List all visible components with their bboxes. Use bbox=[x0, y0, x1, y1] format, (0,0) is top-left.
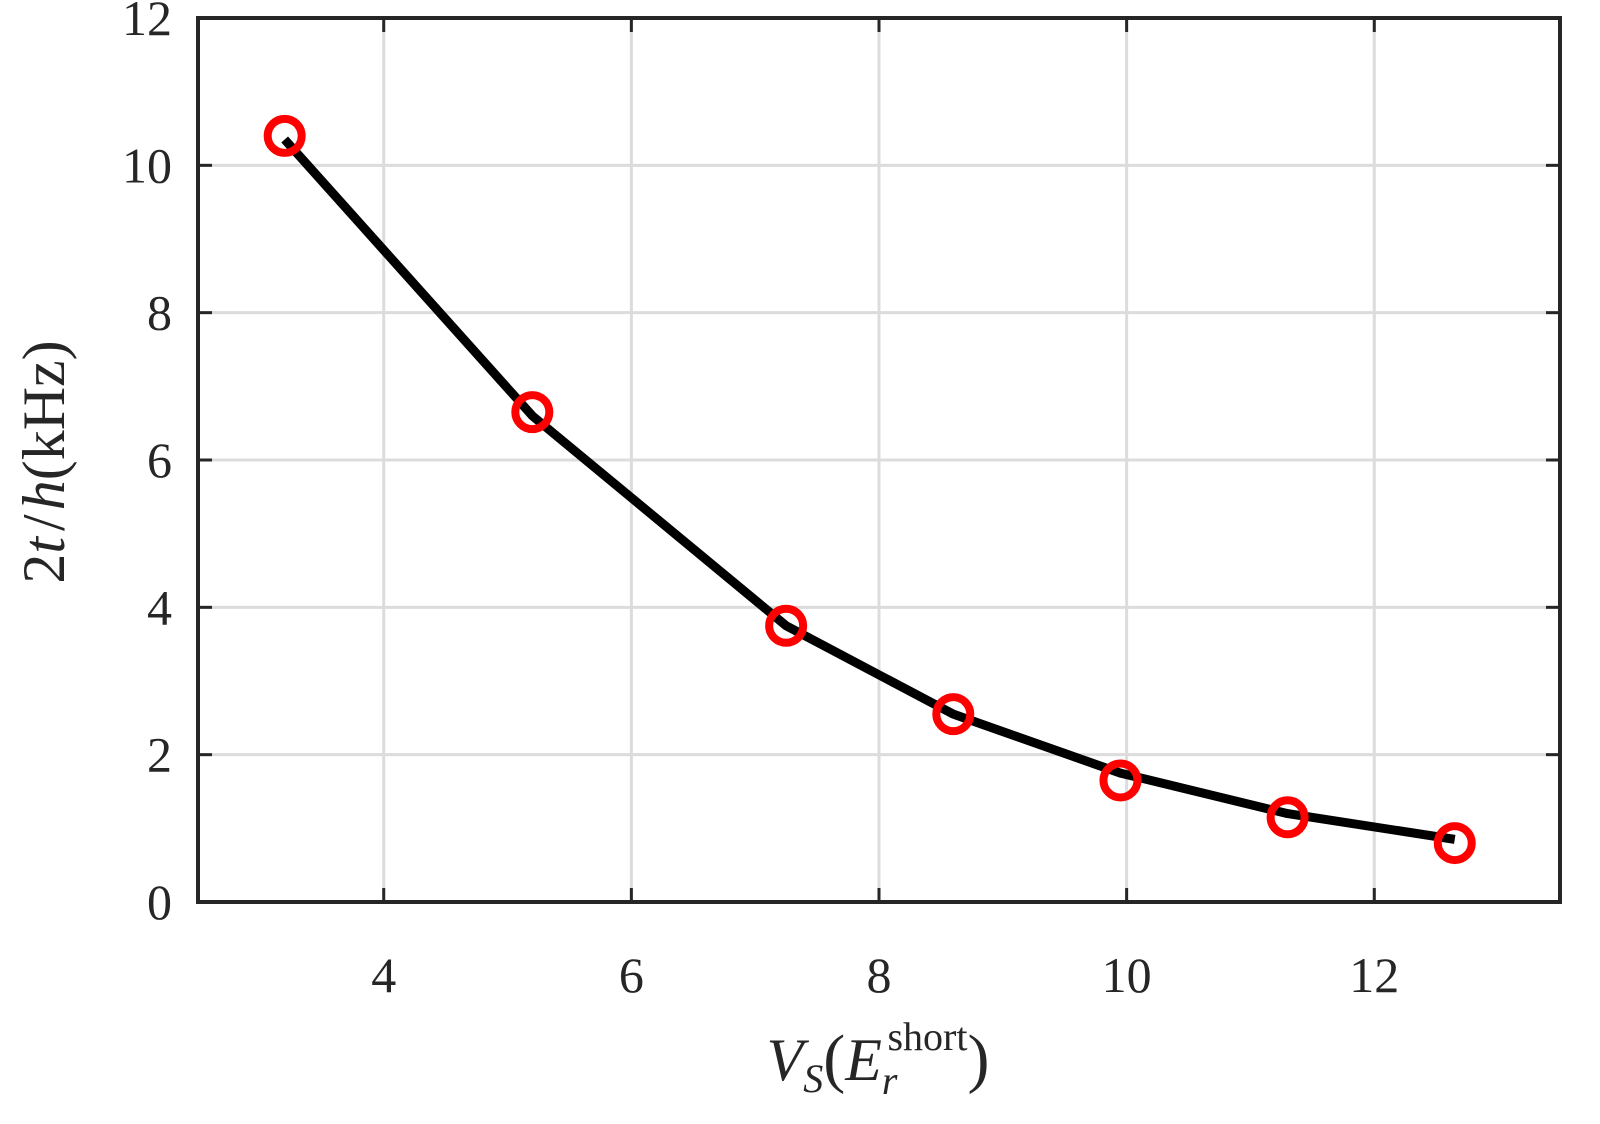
x-label-inner: E bbox=[844, 1027, 882, 1093]
y-label-t: t bbox=[11, 536, 77, 554]
x-label-open: ( bbox=[823, 1022, 845, 1095]
y-label-prefix: 2 bbox=[11, 554, 77, 584]
tick-marks bbox=[198, 16, 1560, 904]
data-point-marker bbox=[511, 391, 554, 434]
y-label-unit: (kHz) bbox=[11, 340, 77, 480]
x-label-main: V bbox=[767, 1027, 810, 1093]
y-tick-label: 0 bbox=[147, 874, 172, 930]
y-axis-label: 2t / h(kHz) bbox=[11, 340, 77, 583]
y-tick-label: 8 bbox=[147, 285, 172, 341]
y-tick-label: 12 bbox=[122, 0, 172, 46]
grid-lines bbox=[198, 16, 1560, 904]
y-label-slash: / bbox=[11, 514, 77, 531]
y-tick-label: 10 bbox=[122, 137, 172, 193]
x-tick-label: 6 bbox=[619, 947, 644, 1003]
y-tick-labels: 0 2 4 6 8 10 12 bbox=[122, 0, 172, 930]
data-point-marker bbox=[1266, 796, 1309, 839]
y-tick-label: 6 bbox=[147, 432, 172, 488]
data-point-marker bbox=[263, 114, 306, 157]
x-tick-label: 10 bbox=[1102, 947, 1152, 1003]
x-label-inner-sub: r bbox=[882, 1058, 898, 1103]
data-point-marker bbox=[1099, 759, 1142, 802]
x-tick-labels: 4 6 8 10 12 bbox=[371, 947, 1399, 1003]
x-label-close: ) bbox=[967, 1022, 989, 1095]
x-tick-label: 8 bbox=[867, 947, 892, 1003]
x-label-main-sub: S bbox=[803, 1056, 823, 1101]
x-tick-label: 4 bbox=[371, 947, 396, 1003]
x-tick-label: 12 bbox=[1349, 947, 1399, 1003]
y-tick-label: 4 bbox=[147, 579, 172, 635]
series-line bbox=[281, 136, 1456, 844]
x-axis-label: VS(Ershort) bbox=[767, 1014, 990, 1103]
y-tick-label: 2 bbox=[147, 727, 172, 783]
data-point-marker bbox=[932, 693, 975, 736]
x-label-inner-sup: short bbox=[887, 1014, 967, 1059]
data-point-marker bbox=[1433, 822, 1476, 865]
series-line-group bbox=[281, 136, 1456, 844]
data-point-marker bbox=[765, 604, 808, 647]
series-markers-group bbox=[263, 114, 1476, 865]
y-label-h: h bbox=[11, 480, 77, 510]
